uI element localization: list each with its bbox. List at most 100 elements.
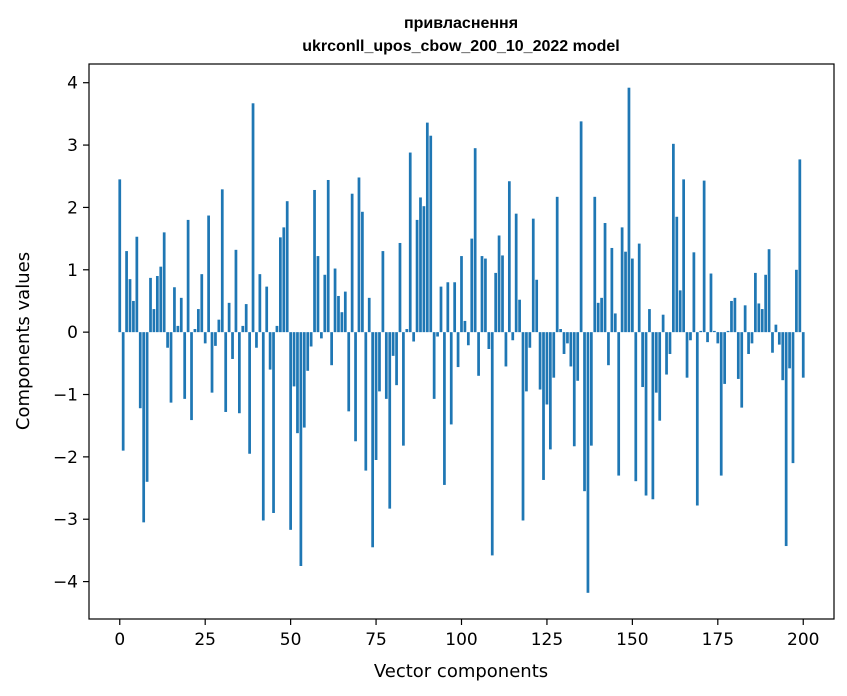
bar-107 [484,258,487,333]
bar-101 [463,320,467,333]
bar-62 [330,332,333,366]
bar-129 [559,329,562,333]
y-tick-label-3: 3 [67,136,78,156]
bar-69 [354,332,357,442]
bar-42 [261,332,265,521]
bar-168 [692,252,696,333]
bar-11 [155,276,159,333]
bar-165 [682,179,685,333]
bar-176 [719,332,723,476]
bar-76 [378,332,381,392]
bar-60 [323,274,327,333]
bar-169 [695,332,699,506]
bar-36 [241,325,245,333]
bar-177 [723,332,727,384]
bar-155 [648,309,651,333]
bar-38 [248,332,251,454]
bar-56 [309,332,313,347]
bar-154 [644,332,648,496]
bar-113 [504,332,508,367]
bar-37 [244,304,248,333]
bar-192 [774,324,778,333]
bar-137 [586,332,590,593]
bar-66 [343,291,347,333]
bar-78 [384,332,388,399]
y-axis-ticks: −4 −3 −2 −1 0 1 2 3 4 [53,74,89,593]
bar-104 [473,148,477,333]
bar-97 [449,332,453,425]
bar-98 [453,282,457,333]
bar-57 [313,189,316,333]
bar-27 [210,332,214,393]
bar-184 [747,332,750,354]
bar-186 [754,272,757,333]
bar-6 [138,332,142,409]
bar-118 [521,332,525,521]
bar-153 [641,332,644,388]
bar-46 [275,325,279,333]
bar-125 [545,332,549,405]
bar-127 [552,332,556,378]
bar-30 [220,189,224,333]
bar-39 [251,103,255,333]
bar-51 [292,332,296,387]
bar-48 [282,227,286,333]
bar-49 [285,201,289,333]
bar-24 [200,274,204,333]
bar-64 [337,295,340,333]
bar-5 [135,236,139,333]
bar-23 [196,309,200,333]
bar-172 [706,332,709,343]
bar-67 [347,332,351,412]
x-axis-label: Vector components [374,661,548,682]
bar-44 [268,332,272,370]
bar-59 [320,332,323,339]
bar-94 [439,286,443,333]
bar-15 [169,332,173,403]
bar-75 [374,332,378,460]
bar-126 [548,332,552,450]
bar-138 [590,332,593,446]
bar-119 [525,332,528,392]
bar-53 [299,332,303,566]
bar-163 [675,216,679,333]
bar-140 [596,302,600,333]
bar-142 [603,223,607,333]
bar-195 [784,332,788,547]
bar-200 [801,332,805,378]
bar-100 [460,256,463,333]
bar-103 [470,238,474,333]
bar-166 [685,332,689,378]
bar-50 [289,332,292,530]
x-tick-label-75: 75 [365,630,387,650]
bar-10 [152,309,156,333]
bar-91 [429,135,433,333]
chart-title-line1: привласнення [404,15,518,32]
bar-13 [162,232,166,333]
y-tick-label-2: 2 [67,198,78,218]
bar-174 [713,330,716,333]
bar-121 [531,218,535,333]
bar-85 [408,152,412,333]
bar-4 [132,300,135,333]
bar-120 [528,332,532,348]
bar-41 [258,274,262,333]
bar-158 [658,332,662,421]
bar-197 [791,332,795,464]
bar-150 [631,258,634,333]
bar-80 [391,332,395,356]
bar-128 [555,196,559,333]
bar-99 [456,332,460,368]
bar-14 [166,332,169,348]
x-tick-label-175: 175 [702,630,734,650]
bar-156 [651,332,655,500]
bar-17 [176,325,180,333]
bar-34 [234,249,238,333]
bar-180 [733,297,737,333]
bar-95 [443,332,446,485]
bar-26 [207,215,210,333]
bar-22 [193,329,197,333]
bar-183 [743,305,747,333]
bar-148 [624,251,627,333]
bar-152 [637,243,641,333]
